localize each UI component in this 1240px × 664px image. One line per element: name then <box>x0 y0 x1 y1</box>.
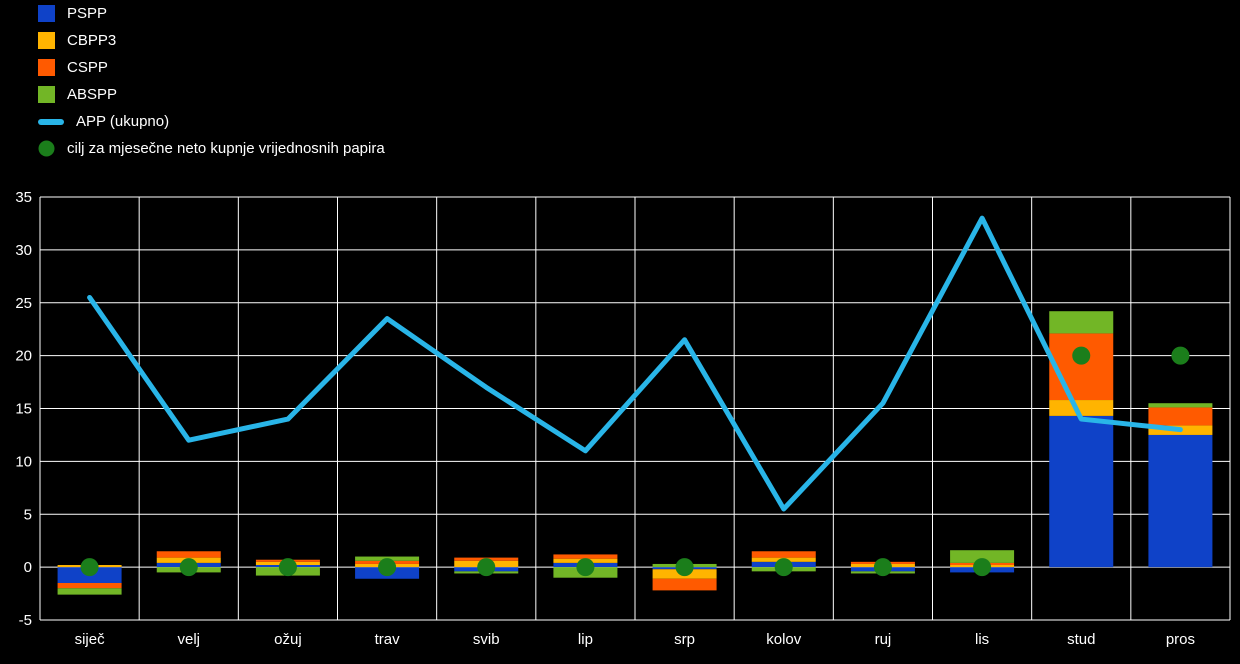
bar-segment-abspp <box>1049 311 1114 334</box>
bar-segment-cspp <box>1049 333 1114 401</box>
x-tick-label: srp <box>674 631 695 648</box>
legend-item-cbpp3: CBPP3 <box>38 31 385 50</box>
target-dot <box>179 558 198 577</box>
x-tick-label: ruj <box>875 631 892 648</box>
x-tick-label: trav <box>375 631 401 648</box>
bar-segment-cspp <box>156 551 221 558</box>
x-tick-label: siječ <box>75 631 106 648</box>
x-tick-label: stud <box>1067 631 1095 648</box>
legend-label-cbpp3: CBPP3 <box>67 32 117 49</box>
legend-item-target: cilj za mjesečne neto kupnje vrijednosni… <box>38 139 385 158</box>
bar-segment-cspp <box>751 551 816 558</box>
legend-label-cspp: CSPP <box>67 59 108 76</box>
legend-item-cspp: CSPP <box>38 58 385 77</box>
line-swatch-icon <box>38 119 64 125</box>
bar-segment-abspp <box>1148 403 1213 408</box>
y-tick-label: 30 <box>15 242 32 259</box>
target-dot <box>278 558 297 577</box>
y-tick-label: 10 <box>15 453 32 470</box>
target-dot <box>973 558 992 577</box>
x-tick-label: lip <box>578 631 593 648</box>
target-dot <box>378 558 397 577</box>
y-tick-label: 20 <box>15 348 32 365</box>
y-tick-label: 15 <box>15 401 32 418</box>
cspp-swatch-icon <box>38 59 55 76</box>
bar-segment-cbpp3 <box>1049 400 1114 416</box>
y-tick-label: 0 <box>24 559 32 576</box>
bar-segment-pspp <box>1049 415 1114 568</box>
target-dot <box>80 558 99 577</box>
legend-item-total-line: APP (ukupno) <box>38 112 385 131</box>
x-tick-label: svib <box>473 631 500 648</box>
target-dot <box>873 558 892 577</box>
abspp-swatch-icon <box>38 86 55 103</box>
y-tick-label: -5 <box>19 612 32 629</box>
cbpp3-swatch-icon <box>38 32 55 49</box>
target-dot <box>1072 346 1091 365</box>
legend-item-abspp: ABSPP <box>38 85 385 104</box>
bar-segment-abspp <box>57 588 122 595</box>
target-dot <box>774 558 793 577</box>
x-tick-label: lis <box>975 631 989 648</box>
target-dot-swatch-icon <box>38 140 55 157</box>
y-tick-label: 35 <box>15 189 32 206</box>
target-dot <box>477 558 496 577</box>
target-dot <box>576 558 595 577</box>
legend-label-pspp: PSPP <box>67 5 108 22</box>
legend: PSPP CBPP3 CSPP ABSPP APP (ukupno) <box>38 4 385 158</box>
x-tick-label: velj <box>177 631 200 648</box>
bar-segment-cspp <box>652 578 717 591</box>
legend-label-total: APP (ukupno) <box>76 113 170 130</box>
x-tick-label: pros <box>1166 631 1195 648</box>
bar-segment-cspp <box>553 554 618 559</box>
bar-segment-abspp <box>950 550 1015 563</box>
target-dot <box>675 558 694 577</box>
total-line <box>87 215 1183 512</box>
y-tick-label: 25 <box>15 295 32 312</box>
bar-segment-pspp <box>1148 434 1213 568</box>
legend-item-pspp: PSPP <box>38 4 385 23</box>
bar-segment-cspp <box>1148 407 1213 426</box>
x-tick-label: ožuj <box>274 631 302 648</box>
target-dot <box>1171 346 1190 365</box>
bar-segment-cspp <box>57 582 122 589</box>
x-tick-label: kolov <box>766 631 802 648</box>
legend-label-abspp: ABSPP <box>67 86 118 103</box>
y-tick-label: 5 <box>24 506 32 523</box>
pspp-swatch-icon <box>38 5 55 22</box>
legend-label-target: cilj za mjesečne neto kupnje vrijednosni… <box>67 140 385 157</box>
